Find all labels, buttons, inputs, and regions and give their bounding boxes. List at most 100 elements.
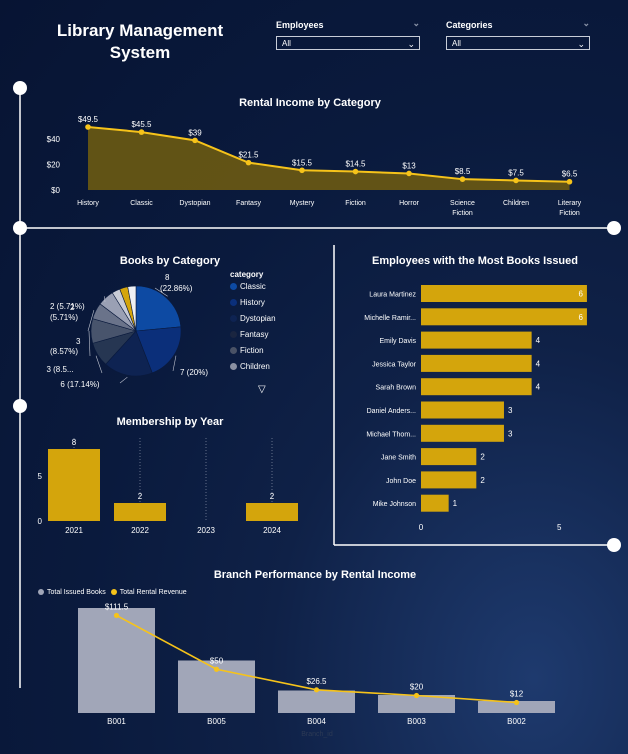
y-tick-label: Sarah Brown: [376, 385, 417, 392]
x-axis-label: Branch_id: [301, 731, 333, 738]
data-point: [459, 176, 466, 182]
legend-scroll-down-icon[interactable]: ▽: [258, 384, 266, 395]
x-tick-label: 2023: [197, 526, 215, 535]
employees-dropdown[interactable]: All ⌄: [276, 36, 420, 50]
pie-legend-title: category: [230, 270, 264, 279]
slice-label: 2: [70, 303, 75, 312]
pie-legend-item[interactable]: Dystopian: [230, 311, 290, 327]
y-tick-label: 0: [38, 517, 43, 526]
y-tick-label: Jane Smith: [381, 455, 416, 462]
x-tick-label: Fiction: [345, 200, 366, 207]
data-label: 2: [480, 476, 485, 485]
data-label: 4: [536, 359, 541, 368]
slice-label: (8.57%): [50, 347, 78, 356]
data-label: 6: [578, 290, 583, 299]
categories-slicer-label: Categories: [446, 20, 493, 30]
x-tick-label: Fiction: [559, 210, 580, 217]
y-tick-label: John Doe: [386, 478, 416, 485]
timeline-node: [13, 81, 27, 95]
y-tick-label: Michelle Ramir...: [364, 315, 416, 322]
data-label: $6.5: [562, 170, 578, 179]
data-label: 6: [578, 313, 583, 322]
leader-line: [172, 355, 177, 372]
x-tick-label: B002: [507, 717, 526, 726]
x-tick-label: Horror: [399, 200, 420, 207]
timeline-node: [607, 538, 621, 552]
chevron-down-icon[interactable]: ⌄: [412, 18, 420, 28]
x-tick-label: 2021: [65, 526, 83, 535]
pie-slice: [127, 285, 137, 332]
pie-slice: [105, 330, 153, 377]
data-label: 3: [508, 429, 513, 438]
data-point: [245, 159, 252, 166]
data-label: $15.5: [292, 158, 313, 167]
employees-slicer-label: Employees: [276, 20, 324, 30]
legend-swatch: [230, 347, 237, 354]
x-tick-label: History: [77, 200, 99, 207]
legend-swatch: [230, 283, 237, 290]
pie-legend-item[interactable]: Classic: [230, 279, 290, 295]
legend-swatch: [230, 363, 237, 370]
slice-label: 6 (17.14%): [60, 380, 99, 389]
bar: [421, 285, 587, 302]
categories-dropdown[interactable]: All ⌄: [446, 36, 590, 50]
leader-line: [104, 296, 106, 303]
data-label: 8: [72, 438, 77, 447]
leader-line: [95, 355, 103, 374]
legend-label: Total Rental Revenue: [119, 589, 187, 596]
y-tick-label: Mike Johnson: [373, 501, 416, 508]
bar: [421, 494, 449, 512]
slice-label: (5.71%): [50, 313, 78, 322]
area-fill: [88, 127, 570, 190]
pie-legend-item[interactable]: Fiction: [230, 343, 290, 359]
x-tick-label: B003: [407, 717, 426, 726]
data-label: $20: [410, 683, 424, 692]
y-tick-label: Laura Martinez: [369, 292, 416, 299]
y-tick-label: 5: [38, 472, 43, 481]
bar: [78, 608, 155, 713]
bar: [421, 331, 532, 349]
bar: [48, 449, 100, 521]
data-label: $13: [402, 161, 416, 170]
rental-income-title: Rental Income by Category: [239, 97, 381, 109]
data-label: 2: [480, 453, 485, 462]
pie-legend-item[interactable]: History: [230, 295, 290, 311]
x-tick-label: 5: [557, 523, 562, 532]
data-label: $8.5: [455, 167, 471, 176]
bar: [421, 448, 477, 466]
pie-legend-item[interactable]: Children: [230, 359, 290, 375]
categories-slicer[interactable]: Categories ⌄ All ⌄: [446, 18, 590, 50]
pie-slice: [135, 326, 182, 374]
data-point: [299, 167, 305, 174]
branch-performance-title: Branch Performance by Rental Income: [213, 569, 417, 581]
timeline-node: [13, 221, 27, 235]
chevron-down-icon[interactable]: ⌄: [582, 18, 590, 28]
bar: [378, 695, 455, 713]
bar: [246, 503, 298, 521]
pie-legend-item[interactable]: Fantasy: [230, 327, 290, 343]
bar: [421, 378, 532, 396]
legend-swatch: [38, 589, 44, 595]
data-label: $50: [210, 656, 224, 665]
y-tick-label: Jessica Taylor: [372, 361, 417, 368]
data-label: 1: [453, 499, 458, 508]
chevron-down-icon: ⌄: [577, 39, 585, 49]
employees-slicer[interactable]: Employees ⌄ All ⌄: [276, 18, 420, 50]
x-tick-label: Classic: [130, 200, 153, 207]
legend-label: Dystopian: [240, 314, 276, 323]
slice-label: 3: [76, 337, 81, 346]
legend-label: Fantasy: [240, 330, 269, 339]
bar: [478, 701, 555, 713]
data-label: 2: [270, 492, 275, 501]
bar: [421, 424, 504, 442]
x-tick-label: 0: [419, 523, 424, 532]
bar: [421, 308, 587, 326]
legend-label: Children: [240, 362, 270, 371]
data-label: 4: [536, 336, 541, 345]
data-point: [513, 177, 519, 184]
data-point: [566, 178, 573, 185]
x-tick-label: Science: [450, 200, 475, 207]
data-point: [513, 699, 520, 706]
data-label: $39: [188, 128, 202, 137]
